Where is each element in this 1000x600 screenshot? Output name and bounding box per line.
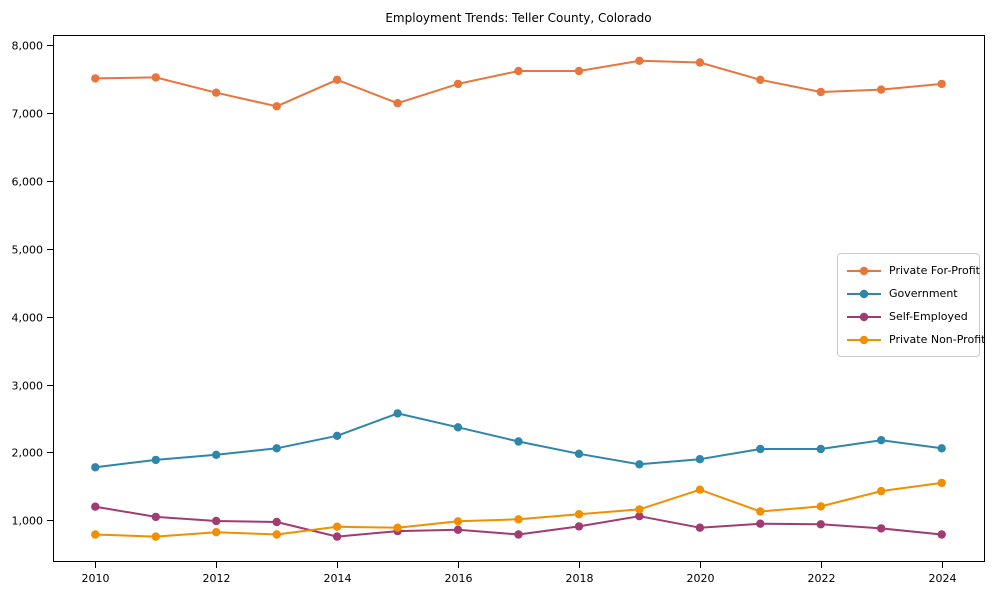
series-marker-government (635, 460, 644, 469)
series-marker-private-non-profit (272, 530, 281, 539)
series-marker-private-non-profit (695, 485, 705, 494)
series-marker-self-employed (937, 530, 946, 539)
series-marker-private-non-profit (91, 530, 100, 539)
series-marker-private-non-profit (937, 478, 946, 488)
series-marker-private-for-profit (332, 75, 342, 85)
series-marker-government (151, 455, 160, 465)
series-marker-government (212, 450, 221, 459)
series-marker-private-non-profit (816, 502, 825, 511)
x-tick-label: 2024 (929, 572, 957, 585)
series-marker-private-non-profit (393, 523, 402, 532)
series-marker-self-employed (635, 512, 644, 521)
series-marker-private-for-profit (877, 85, 886, 94)
chart-title: Employment Trends: Teller County, Colora… (385, 11, 652, 25)
series-marker-private-for-profit (695, 58, 705, 67)
series-marker-private-for-profit (635, 56, 644, 65)
series-marker-self-employed (151, 512, 160, 522)
legend-label-private-for-profit: Private For-Profit (889, 264, 980, 277)
y-tick-label: 1,000 (12, 515, 44, 528)
series-marker-self-employed (816, 520, 825, 529)
series-marker-self-employed (453, 525, 463, 534)
series-marker-private-non-profit (453, 517, 463, 526)
plot-frame (53, 35, 985, 562)
legend: Private For-Profit Government Self-Employe… (837, 253, 985, 357)
series-marker-private-for-profit (574, 66, 584, 76)
series-marker-private-for-profit (272, 102, 281, 111)
y-tick-label: 6,000 (12, 176, 44, 189)
series-marker-private-non-profit (514, 515, 523, 524)
series-marker-self-employed (332, 532, 342, 541)
series-marker-government (453, 423, 463, 432)
series-marker-private-for-profit (393, 99, 402, 108)
x-tick-label: 2018 (566, 572, 594, 585)
series-marker-private-non-profit (574, 510, 584, 519)
series-marker-private-for-profit (453, 79, 463, 89)
x-tick-label: 2012 (203, 572, 231, 585)
legend-item-private-non-profit: Private Non-Profit (846, 332, 985, 347)
x-tick-label: 2014 (324, 572, 352, 585)
x-tick-label: 2010 (82, 572, 110, 585)
series-marker-private-non-profit (212, 528, 221, 537)
x-tick-label: 2020 (687, 572, 715, 585)
series-marker-government (816, 444, 825, 454)
series-marker-government (756, 444, 765, 454)
legend-line-marker-icon (847, 312, 881, 321)
series-marker-government (332, 431, 342, 440)
legend-item-self-employed: Self-Employed (846, 309, 971, 324)
series-marker-private-non-profit (877, 486, 886, 496)
series-marker-private-for-profit (756, 75, 765, 85)
series-marker-private-for-profit (514, 66, 523, 76)
legend-item-government: Government (846, 286, 971, 301)
series-marker-government (877, 436, 886, 445)
series-marker-private-for-profit (91, 74, 100, 83)
series-marker-self-employed (877, 524, 886, 533)
series-marker-self-employed (272, 517, 281, 527)
series-marker-self-employed (212, 516, 221, 526)
series-marker-government (695, 455, 705, 464)
series-marker-government (574, 449, 584, 458)
y-tick-label: 8,000 (12, 40, 44, 53)
series-marker-private-for-profit (212, 88, 221, 97)
series-marker-private-non-profit (635, 505, 644, 514)
series-marker-government (272, 444, 281, 453)
legend-item-private-for-profit: Private For-Profit (846, 263, 980, 278)
series-marker-private-for-profit (937, 79, 946, 89)
y-tick-label: 3,000 (12, 380, 44, 393)
series-marker-self-employed (695, 523, 705, 532)
y-tick-label: 7,000 (12, 108, 44, 121)
series-marker-government (937, 444, 946, 453)
series-marker-government (393, 409, 402, 418)
legend-line-marker-icon (847, 266, 881, 275)
series-marker-self-employed (574, 522, 584, 531)
series-marker-government (514, 437, 523, 446)
series-marker-government (91, 463, 100, 472)
legend-label-self-employed: Self-Employed (889, 310, 968, 323)
series-marker-self-employed (514, 530, 523, 539)
y-tick-label: 4,000 (12, 312, 44, 325)
y-tick-label: 5,000 (12, 244, 44, 257)
x-tick-label: 2016 (445, 572, 473, 585)
y-tick-label: 2,000 (12, 447, 44, 460)
legend-line-marker-icon (847, 335, 881, 344)
series-marker-self-employed (756, 519, 765, 528)
series-marker-private-for-profit (816, 87, 825, 97)
legend-label-government: Government (889, 287, 958, 300)
series-marker-self-employed (91, 502, 100, 511)
series-marker-private-non-profit (151, 532, 160, 541)
series-marker-private-non-profit (332, 522, 342, 531)
series-marker-private-for-profit (151, 73, 160, 82)
legend-line-marker-icon (847, 289, 881, 298)
x-tick-label: 2022 (808, 572, 836, 585)
series-line-private-non-profit (94, 481, 943, 538)
series-marker-private-non-profit (756, 507, 765, 516)
legend-label-private-non-profit: Private Non-Profit (889, 333, 986, 346)
